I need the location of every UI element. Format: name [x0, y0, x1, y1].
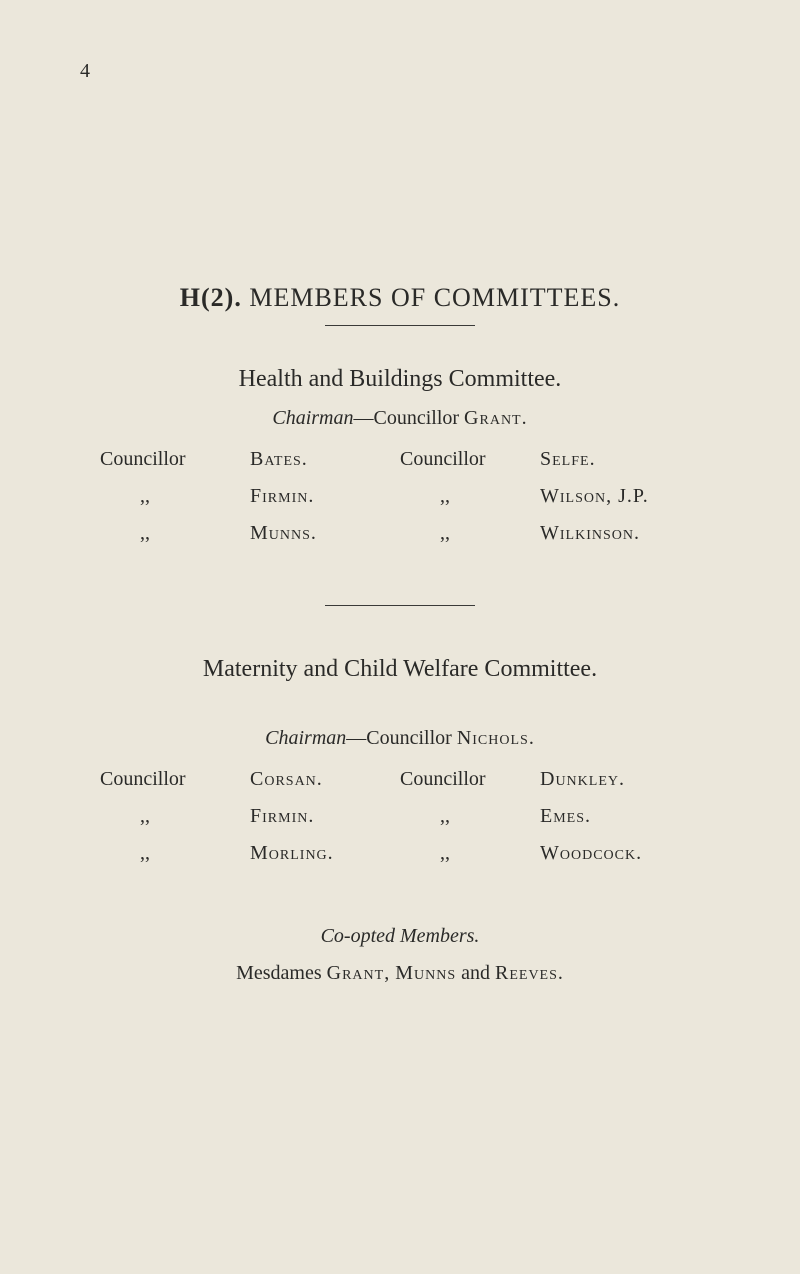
- member-name: Selfe.: [540, 448, 700, 471]
- chairman-role: Councillor: [366, 727, 452, 749]
- coopted-name: Reeves.: [495, 962, 564, 984]
- divider-rule: [325, 605, 475, 606]
- ditto-mark: ,,: [400, 805, 540, 828]
- coopted-prefix: Mesdames: [236, 962, 327, 984]
- member-name: Emes.: [540, 805, 700, 828]
- ditto-mark: ,,: [400, 485, 540, 508]
- ditto-mark: ,,: [100, 522, 250, 545]
- ditto-mark: ,,: [100, 485, 250, 508]
- chairman-dash: —: [346, 727, 366, 749]
- committee1-chairman-line: Chairman—Councillor Grant.: [100, 407, 700, 430]
- member-name: Woodcock.: [540, 842, 700, 865]
- heading-underline: [325, 325, 475, 326]
- section-heading: H(2). MEMBERS OF COMMITTEES.: [100, 283, 700, 313]
- coopted-name: Grant,: [327, 962, 391, 984]
- chairman-dash: —: [354, 407, 374, 429]
- spacer: [100, 697, 700, 727]
- ditto-mark: ,,: [100, 805, 250, 828]
- section-prefix: H(2).: [180, 283, 242, 312]
- committee1-title: Health and Buildings Committee.: [100, 366, 700, 393]
- member-name: Firmin.: [250, 805, 400, 828]
- member-name: Wilkinson.: [540, 522, 700, 545]
- member-name: Munns.: [250, 522, 400, 545]
- committee2-chairman-line: Chairman—Councillor Nichols.: [100, 727, 700, 750]
- member-role: Councillor: [100, 768, 250, 791]
- member-name: Dunkley.: [540, 768, 700, 791]
- coopted-and: and: [456, 962, 495, 984]
- member-role: Councillor: [400, 448, 540, 471]
- coopted-name: Munns: [395, 962, 456, 984]
- ditto-mark: ,,: [400, 842, 540, 865]
- page-number: 4: [80, 60, 700, 83]
- section-title-text: MEMBERS OF COMMITTEES.: [249, 283, 620, 312]
- coopted-names: Mesdames Grant, Munns and Reeves.: [100, 962, 700, 985]
- coopted-label: Co-opted Members.: [100, 925, 700, 948]
- committee2-title: Maternity and Child Welfare Committee.: [100, 656, 700, 683]
- member-role: Councillor: [400, 768, 540, 791]
- document-page: 4 H(2). MEMBERS OF COMMITTEES. Health an…: [0, 0, 800, 1045]
- chairman-label: Chairman: [272, 407, 353, 429]
- chairman-name: Nichols.: [457, 727, 535, 749]
- member-name: Corsan.: [250, 768, 400, 791]
- chairman-label: Chairman: [265, 727, 346, 749]
- committee2-members: Councillor Corsan. Councillor Dunkley. ,…: [100, 768, 700, 865]
- member-name: Firmin.: [250, 485, 400, 508]
- member-name: Morling.: [250, 842, 400, 865]
- chairman-name: Grant.: [464, 407, 528, 429]
- chairman-role: Councillor: [374, 407, 460, 429]
- ditto-mark: ,,: [100, 842, 250, 865]
- member-name: Wilson, J.P.: [540, 485, 700, 508]
- member-role: Councillor: [100, 448, 250, 471]
- ditto-mark: ,,: [400, 522, 540, 545]
- member-name: Bates.: [250, 448, 400, 471]
- committee1-members: Councillor Bates. Councillor Selfe. ,, F…: [100, 448, 700, 545]
